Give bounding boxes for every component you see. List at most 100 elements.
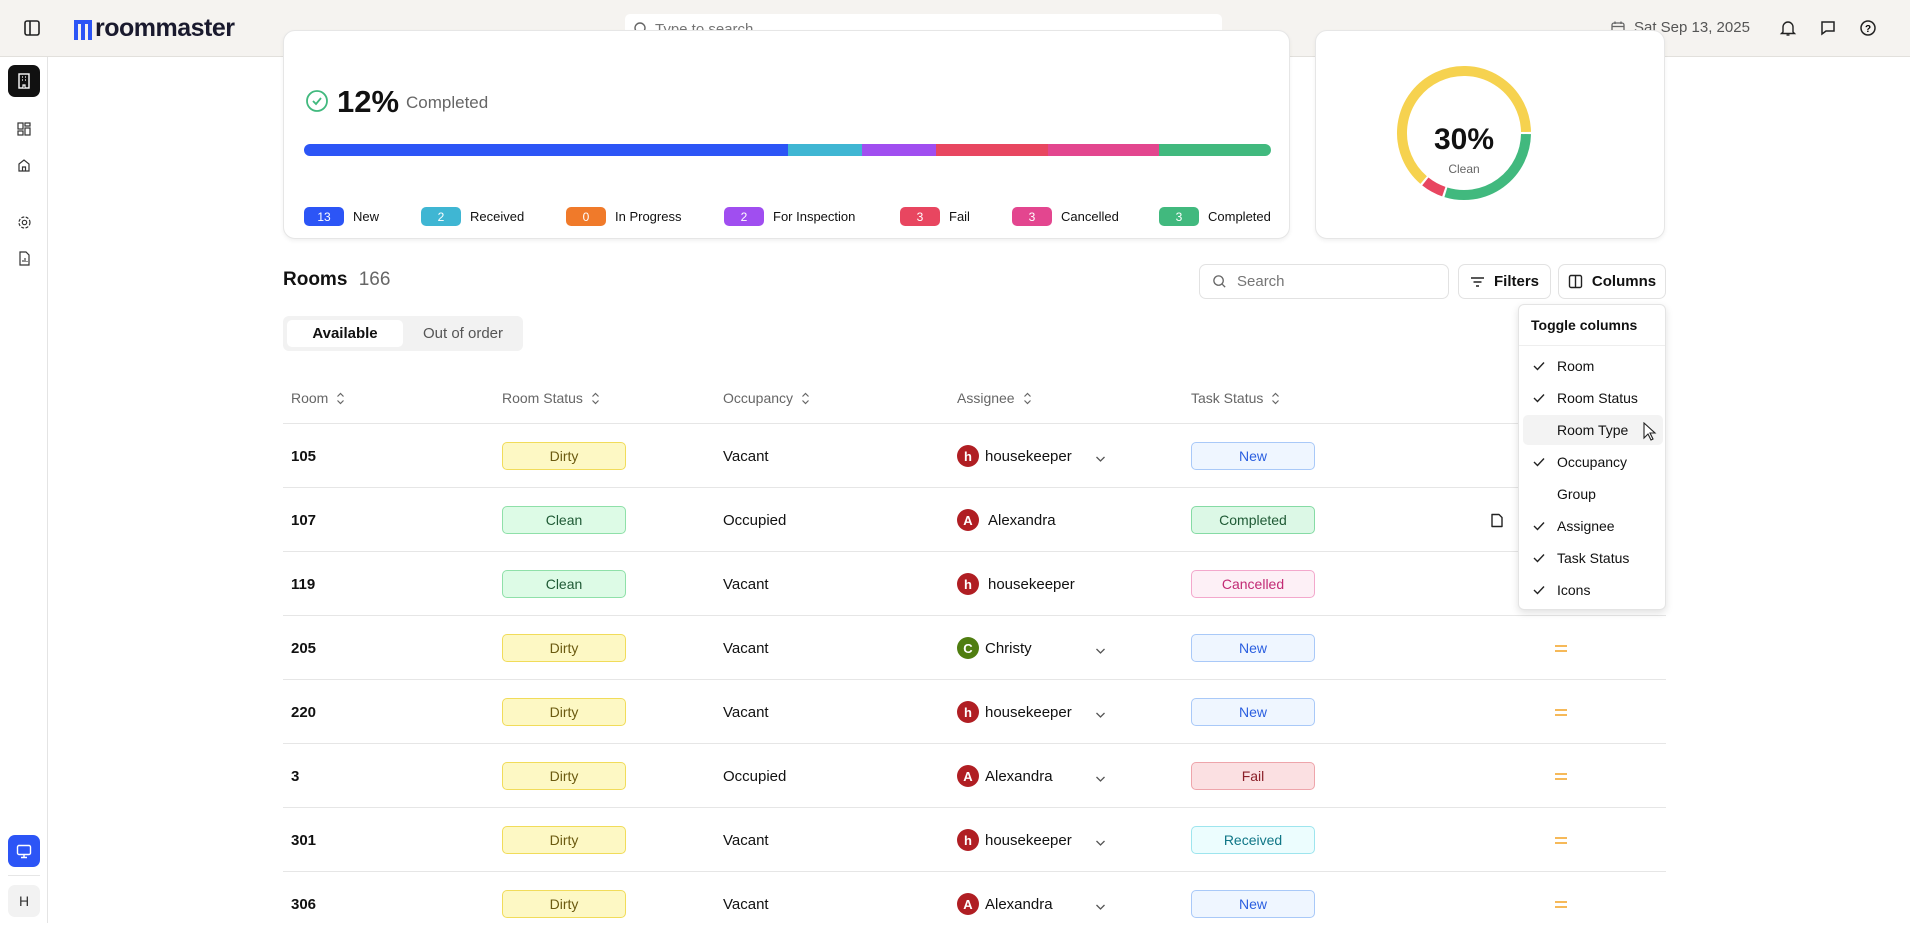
assignee-avatar: h: [957, 445, 979, 467]
occupancy-cell: Occupied: [723, 744, 786, 808]
assignee-name: Alexandra: [985, 895, 1053, 913]
table-row[interactable]: 105 Dirty Vacant h housekeeper New: [283, 423, 1666, 487]
status-progress-bar: [304, 144, 1271, 156]
table-row[interactable]: 306 Dirty Vacant A Alexandra New: [283, 871, 1666, 935]
occupancy-text: Vacant: [723, 831, 769, 849]
check-icon: [1523, 359, 1557, 374]
task-status-badge[interactable]: New: [1191, 442, 1315, 470]
priority-medium-icon: [1555, 900, 1567, 908]
toggle-column-room-status[interactable]: Room Status: [1523, 383, 1663, 413]
legend-count: 2: [724, 207, 764, 226]
room-status-badge[interactable]: Dirty: [502, 698, 626, 726]
assignee-dropdown-button[interactable]: [1095, 450, 1106, 467]
column-header-assignee[interactable]: Assignee: [957, 390, 1032, 406]
rooms-search-input[interactable]: [1237, 273, 1437, 290]
date-display[interactable]: Sat Sep 13, 2025: [1610, 19, 1750, 36]
assignee-cell[interactable]: A Alexandra: [957, 488, 1056, 552]
room-status-badge[interactable]: Dirty: [502, 442, 626, 470]
toggle-column-icons[interactable]: Icons: [1523, 575, 1663, 605]
column-header-task-status[interactable]: Task Status: [1191, 390, 1280, 406]
toggle-column-room[interactable]: Room: [1523, 351, 1663, 381]
room-status-cell: Dirty: [502, 808, 626, 872]
task-status-badge[interactable]: Cancelled: [1191, 570, 1315, 598]
toggle-column-task-status[interactable]: Task Status: [1523, 543, 1663, 573]
table-row[interactable]: 119 Clean Vacant h housekeeper Cancelled: [283, 551, 1666, 615]
room-status-badge[interactable]: Dirty: [502, 890, 626, 918]
icons-cell: [1555, 872, 1567, 936]
notifications-button[interactable]: [1779, 19, 1797, 42]
room-status-cell: Dirty: [502, 680, 626, 744]
sidebar-item-home[interactable]: [8, 149, 40, 181]
sidebar-item-rooms[interactable]: [8, 65, 40, 97]
assignee-cell[interactable]: h housekeeper: [957, 808, 1105, 872]
table-row[interactable]: 3 Dirty Occupied A Alexandra Fail: [283, 743, 1666, 807]
assignee-avatar: h: [957, 701, 979, 723]
sidebar-divider: [8, 875, 40, 876]
assignee-dropdown-button[interactable]: [1095, 834, 1106, 851]
task-status-badge[interactable]: Fail: [1191, 762, 1315, 790]
room-status-cell: Dirty: [502, 872, 626, 936]
logo[interactable]: roommaster: [73, 14, 235, 43]
room-status-badge[interactable]: Dirty: [502, 634, 626, 662]
assignee-cell[interactable]: C Christy: [957, 616, 1105, 680]
sidebar-item-settings[interactable]: [8, 206, 40, 238]
toggle-column-label: Occupancy: [1557, 454, 1628, 470]
assignee-dropdown-button[interactable]: [1095, 706, 1106, 723]
room-status-badge[interactable]: Dirty: [502, 762, 626, 790]
table-row[interactable]: 205 Dirty Vacant C Christy New: [283, 615, 1666, 679]
toggle-column-room-type[interactable]: Room Type: [1523, 415, 1663, 445]
task-status-badge[interactable]: New: [1191, 890, 1315, 918]
assignee-cell[interactable]: A Alexandra: [957, 744, 1105, 808]
assignee-cell[interactable]: A Alexandra: [957, 872, 1105, 936]
filter-icon: [1470, 276, 1484, 287]
progress-segment-new: [304, 144, 788, 156]
rooms-search[interactable]: [1199, 264, 1449, 299]
tab-out-of-order[interactable]: Out of order: [422, 325, 504, 342]
occupancy-cell: Vacant: [723, 424, 769, 488]
toggle-column-occupancy[interactable]: Occupancy: [1523, 447, 1663, 477]
help-button[interactable]: ?: [1859, 19, 1877, 42]
user-avatar[interactable]: H: [8, 885, 40, 917]
assignee-dropdown-button[interactable]: [1095, 642, 1106, 659]
sidebar-item-dashboard[interactable]: [8, 113, 40, 145]
assignee-cell[interactable]: h housekeeper: [957, 424, 1105, 488]
task-status-badge[interactable]: New: [1191, 634, 1315, 662]
toggle-column-group[interactable]: Group: [1523, 479, 1663, 509]
task-status-badge[interactable]: Completed: [1191, 506, 1315, 534]
column-header-label: Occupancy: [723, 390, 794, 406]
assignee-cell[interactable]: h housekeeper: [957, 552, 1075, 616]
assignee-dropdown-button[interactable]: [1095, 898, 1106, 915]
room-number-cell: 220: [291, 680, 316, 744]
help-icon: ?: [1860, 20, 1876, 36]
table-row[interactable]: 301 Dirty Vacant h housekeeper Received: [283, 807, 1666, 871]
room-status-cell: Clean: [502, 552, 626, 616]
task-status-badge[interactable]: Received: [1191, 826, 1315, 854]
sidebar-item-display[interactable]: [8, 835, 40, 867]
assignee-dropdown-button[interactable]: [1095, 770, 1106, 787]
toggle-column-assignee[interactable]: Assignee: [1523, 511, 1663, 541]
assignee-avatar: A: [957, 765, 979, 787]
filters-button[interactable]: Filters: [1458, 264, 1551, 299]
assignee-cell[interactable]: h housekeeper: [957, 680, 1105, 744]
occupancy-text: Vacant: [723, 895, 769, 913]
column-header-occupancy[interactable]: Occupancy: [723, 390, 810, 406]
table-row[interactable]: 107 Clean Occupied A Alexandra Completed: [283, 487, 1666, 551]
column-header-room[interactable]: Room: [291, 390, 345, 406]
legend-for-inspection: 2 For Inspection: [724, 207, 855, 226]
messages-button[interactable]: [1819, 19, 1837, 42]
tab-available[interactable]: Available: [287, 320, 403, 347]
sidebar-item-reports[interactable]: [8, 242, 40, 274]
note-icon[interactable]: [1490, 513, 1504, 528]
chevron-down-icon: [1096, 776, 1105, 782]
room-status-badge[interactable]: Clean: [502, 506, 626, 534]
table-row[interactable]: 220 Dirty Vacant h housekeeper New: [283, 679, 1666, 743]
priority-medium-icon: [1555, 772, 1567, 780]
task-status-badge[interactable]: New: [1191, 698, 1315, 726]
column-header-room-status[interactable]: Room Status: [502, 390, 600, 406]
room-status-badge[interactable]: Dirty: [502, 826, 626, 854]
donut-segment: [1397, 66, 1531, 184]
columns-button[interactable]: Columns: [1558, 264, 1666, 299]
sidebar-toggle-button[interactable]: [22, 18, 42, 38]
assignee-name: housekeeper: [988, 575, 1075, 593]
room-status-badge[interactable]: Clean: [502, 570, 626, 598]
